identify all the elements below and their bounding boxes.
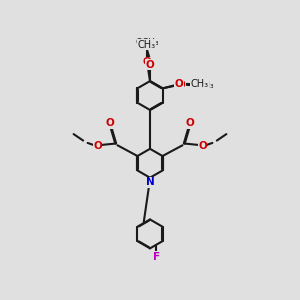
- Text: O: O: [177, 80, 186, 90]
- Text: F: F: [153, 252, 160, 262]
- Text: O: O: [175, 79, 184, 89]
- Text: N: N: [146, 177, 154, 187]
- Text: OCH₃: OCH₃: [191, 81, 214, 90]
- Text: OCH₃: OCH₃: [135, 38, 159, 47]
- Text: O: O: [146, 60, 154, 70]
- Text: O: O: [93, 142, 102, 152]
- Text: CH₃: CH₃: [190, 79, 208, 89]
- Text: O: O: [198, 142, 207, 152]
- Text: O: O: [143, 57, 152, 67]
- Text: O: O: [186, 118, 195, 128]
- Text: O: O: [105, 118, 114, 128]
- Text: CH₃: CH₃: [137, 40, 155, 50]
